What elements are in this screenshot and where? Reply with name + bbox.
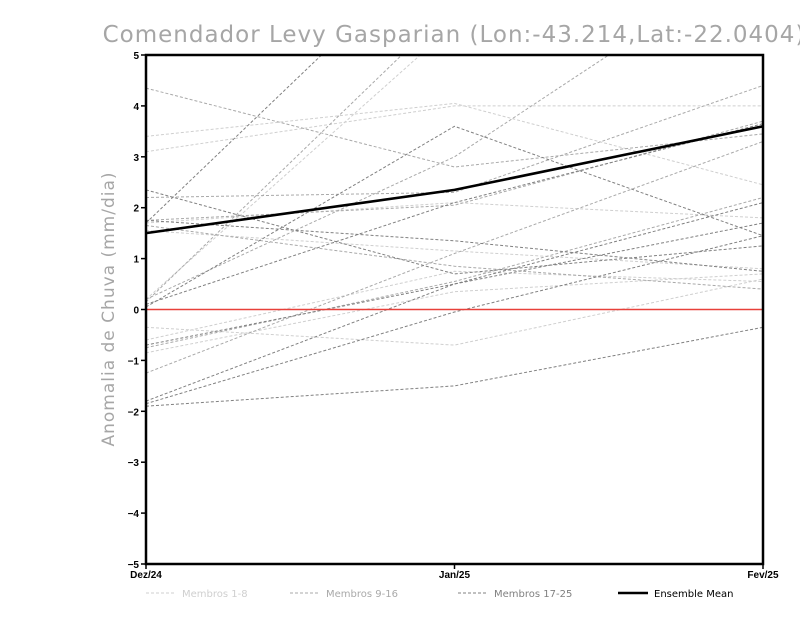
series-layer	[146, 55, 763, 407]
y-tick-label: 5	[133, 51, 139, 62]
y-tick-label: −5	[128, 560, 140, 571]
member-series-line-13	[146, 141, 763, 374]
y-axis-label: Anomalia de Chuva (mm/dia)	[99, 171, 119, 446]
x-tick-label: Fev/25	[747, 570, 779, 581]
member-series-line-14	[146, 197, 763, 349]
member-series-line-5	[146, 273, 763, 354]
y-tick-label: −3	[128, 458, 140, 469]
legend-label-1: Membros 1-8	[182, 589, 248, 600]
member-series-line-11	[146, 225, 763, 290]
member-series-line-2	[146, 105, 763, 153]
member-series-line-22	[146, 235, 763, 405]
member-series-line-24	[146, 123, 763, 305]
x-tick-label: Dez/24	[130, 570, 162, 581]
member-series-line-7	[146, 230, 763, 270]
axis-layer: −5 −4 −3 −2 −1 0 1 2 3 4 5 Dez/24 Jan/25 Fev/25	[128, 51, 779, 581]
member-series-line-6	[146, 55, 422, 300]
member-series-line-18	[146, 219, 763, 272]
y-tick-label: 1	[133, 255, 139, 266]
member-series-line-23	[146, 222, 763, 346]
y-tick-label: 2	[133, 204, 139, 215]
member-series-line-8	[146, 270, 763, 341]
member-series-line-9	[146, 87, 763, 168]
member-series-line-19	[146, 125, 763, 308]
member-series-line-1	[146, 102, 763, 186]
y-tick-label: 3	[133, 153, 139, 164]
member-series-line-3	[146, 202, 763, 224]
y-tick-label: −2	[128, 407, 140, 418]
legend: Membros 1-8 Membros 9-16 Membros 17-25 Ense…	[146, 589, 733, 600]
ensemble-mean-layer	[145, 125, 764, 235]
member-series-line-15	[146, 55, 403, 303]
y-tick-label: 0	[133, 306, 139, 317]
y-tick-label: 4	[133, 102, 139, 113]
y-tick-label: −1	[128, 356, 140, 367]
member-series-line-20	[146, 326, 763, 407]
member-series-line-10	[146, 85, 763, 198]
ensemble-mean-line	[145, 125, 764, 235]
legend-label-3: Membros 17-25	[494, 589, 572, 600]
member-series-line-21	[146, 202, 763, 402]
legend-label-2: Membros 9-16	[326, 589, 398, 600]
y-tick-label: −4	[128, 509, 140, 520]
x-tick-label: Jan/25	[439, 570, 471, 581]
legend-label-4: Ensemble Mean	[654, 589, 733, 600]
chart-title: Comendador Levy Gasparian (Lon:-43.214,L…	[103, 22, 800, 48]
member-series-line-25	[146, 55, 323, 224]
member-series-line-16	[146, 120, 763, 221]
